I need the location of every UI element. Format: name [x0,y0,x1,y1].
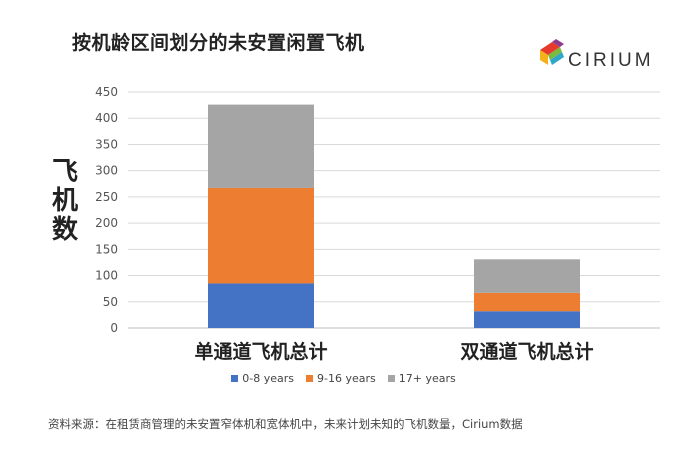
legend-swatch [231,375,239,382]
legend-label: 9-16 years [317,372,376,385]
y-tick-label: 400 [95,111,118,125]
grid-lines [128,91,660,329]
y-tick-label: 100 [95,269,118,283]
legend-item: 17+ years [387,372,456,385]
legend-label: 0-8 years [242,372,294,385]
y-tick-label: 450 [95,85,118,99]
x-tick-label: 单通道飞机总计 [194,340,327,363]
cirium-logo-text: CIRIUM [568,50,654,71]
source-footnote: 资料来源：在租赁商管理的未安置窄体机和宽体机中，未来计划未知的飞机数量，Ciri… [48,417,523,431]
y-tick-labels: 0 50 100 150 200 250 300 350 400 450 [95,85,118,335]
bar-segment-1-1 [474,292,580,312]
y-axis-label: 飞机数 [48,158,82,245]
bar-segment-1-2 [474,259,580,293]
chart-title: 按机龄区间划分的未安置闲置飞机 [72,32,365,54]
y-tick-label: 300 [95,164,118,178]
y-tick-label: 150 [95,242,118,256]
y-tick-label: 200 [95,216,118,230]
y-tick-label: 0 [110,321,118,335]
cirium-logo-icon [540,39,564,65]
y-tick-label: 50 [103,295,118,309]
legend-swatch [387,375,395,382]
cirium-logo: CIRIUM [538,38,668,72]
bar-segment-0-1 [208,187,314,284]
bar-segment-1-0 [474,311,580,328]
y-tick-label: 250 [95,190,118,204]
legend-item: 0-8 years [231,372,294,385]
legend-swatch [306,375,313,382]
bar-segment-0-0 [208,283,314,328]
bar-segment-0-2 [208,104,314,188]
y-axis-label-text: 飞机数 [51,157,78,245]
bars [208,104,580,328]
legend-label: 17+ years [398,372,456,385]
x-tick-label: 双通道飞机总计 [460,340,593,363]
x-tick-labels: 单通道飞机总计 双通道飞机总计 [194,340,593,363]
legend-item: 9-16 years [306,372,376,385]
stacked-bar-chart: 0 50 100 150 200 250 300 350 400 450 单通道飞机总计 双通道飞机… [95,85,660,363]
y-tick-label: 350 [95,137,118,151]
chart-legend: 0-8 years 9-16 years 17+ years [0,372,687,385]
